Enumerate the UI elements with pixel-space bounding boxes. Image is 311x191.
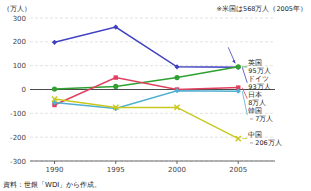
series-line <box>55 99 239 139</box>
footnote: 資料：世銀「WDI」から作成。 <box>3 181 101 189</box>
series-label: ドイツ93万人 <box>248 75 270 91</box>
point-marker <box>236 89 241 94</box>
series-label: 日本8万人 <box>248 91 266 107</box>
x-tick <box>54 161 55 164</box>
x-tick-label: 1990 <box>46 166 64 174</box>
x-tick-label: 2000 <box>168 166 186 174</box>
point-marker <box>113 84 118 89</box>
grid-line <box>30 18 275 19</box>
chart: -300 -200 -100 0 100 200 300 1990 1995 2000 2005 ドイ… <box>0 0 311 191</box>
grid-line <box>30 41 275 42</box>
label-leader <box>242 91 247 115</box>
y-tick-label: 300 <box>13 15 26 23</box>
point-marker <box>174 64 179 69</box>
arrow-head <box>232 60 235 64</box>
point-marker <box>236 65 241 70</box>
series-line <box>55 91 239 109</box>
x-tick <box>115 161 116 164</box>
point-marker <box>236 136 241 141</box>
point-marker <box>174 75 179 80</box>
x-tick <box>238 161 239 164</box>
point-marker <box>174 88 179 93</box>
y-tick-label: 0 <box>22 86 26 94</box>
y-tick-label: 100 <box>13 62 26 70</box>
point-marker <box>52 96 57 101</box>
plot-area <box>52 24 241 141</box>
y-tick-label: 200 <box>13 38 26 46</box>
label-leader <box>242 67 247 83</box>
series-line <box>55 27 239 67</box>
label-leader <box>242 138 247 139</box>
series-label: 中国－206万人 <box>248 131 281 147</box>
point-marker <box>113 24 118 29</box>
series-label: 英国95万人 <box>248 59 270 75</box>
label-leader <box>242 66 247 67</box>
grid-line <box>30 113 275 114</box>
grid-line <box>30 137 275 138</box>
y-tick-label: -100 <box>10 110 26 118</box>
point-marker <box>113 105 118 110</box>
point-marker <box>52 40 57 45</box>
point-marker <box>114 75 118 79</box>
annotation: ※米国は568万人（2005年） <box>217 5 307 13</box>
point-marker <box>52 86 57 91</box>
arrow <box>228 47 235 63</box>
x-tick-label: 2005 <box>229 166 247 174</box>
chart-container: -300 -200 -100 0 100 200 300 1990 1995 2000 2005 ドイ… <box>0 0 311 191</box>
series-label: 韓国－7万人 <box>248 107 273 123</box>
x-tick-label: 1995 <box>107 166 125 174</box>
series-line <box>55 67 239 89</box>
y-tick-label: -200 <box>10 134 26 142</box>
y-tick-label: -300 <box>10 158 26 166</box>
x-tick <box>177 161 178 164</box>
point-marker <box>174 105 179 110</box>
point-marker <box>236 64 241 69</box>
y-axis-label: （万人） <box>3 5 31 13</box>
